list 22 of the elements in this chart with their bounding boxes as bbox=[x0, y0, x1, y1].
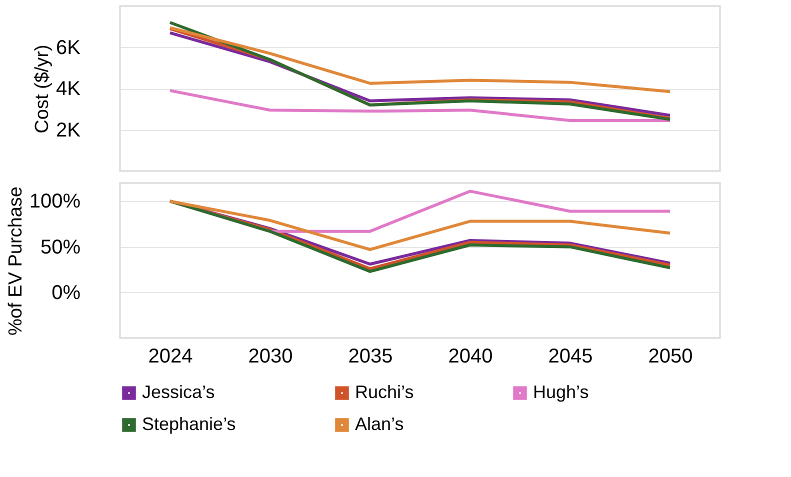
legend-label: Hugh’s bbox=[533, 382, 589, 402]
x-tick-label: 2040 bbox=[448, 346, 493, 368]
line-series bbox=[168, 89, 672, 122]
x-tick-label: 2050 bbox=[648, 346, 693, 368]
x-tick-label: 2045 bbox=[548, 346, 593, 368]
legend-label: Alan’s bbox=[355, 414, 404, 434]
legend-label: Stephanie’s bbox=[142, 414, 236, 434]
x-tick-label: 2024 bbox=[148, 346, 193, 368]
legend-label: Ruchi’s bbox=[355, 382, 414, 402]
y-tick-label: 6K bbox=[56, 36, 82, 59]
y-tick-label: 50% bbox=[40, 236, 81, 258]
y-axis-title: Cost ($/yr) bbox=[32, 44, 54, 134]
x-tick-label: 2030 bbox=[248, 346, 293, 368]
x-tick-label: 2035 bbox=[348, 346, 393, 368]
legend-label: Jessica’s bbox=[142, 382, 215, 402]
y-tick-label: 2K bbox=[56, 119, 82, 142]
y-tick-label: 4K bbox=[56, 78, 82, 100]
line-series bbox=[168, 26, 672, 94]
y-tick-label: 0% bbox=[52, 282, 81, 304]
line-series bbox=[168, 200, 672, 252]
y-tick-label: 100% bbox=[29, 190, 81, 213]
y-axis-title: %of EV Purchase bbox=[5, 186, 26, 336]
